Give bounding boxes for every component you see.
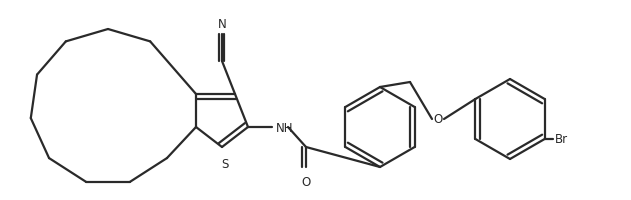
Text: NH: NH — [276, 121, 293, 134]
Text: O: O — [302, 175, 310, 188]
Text: Br: Br — [555, 133, 568, 146]
Text: O: O — [433, 113, 442, 126]
Text: N: N — [218, 18, 227, 31]
Text: S: S — [221, 157, 228, 170]
